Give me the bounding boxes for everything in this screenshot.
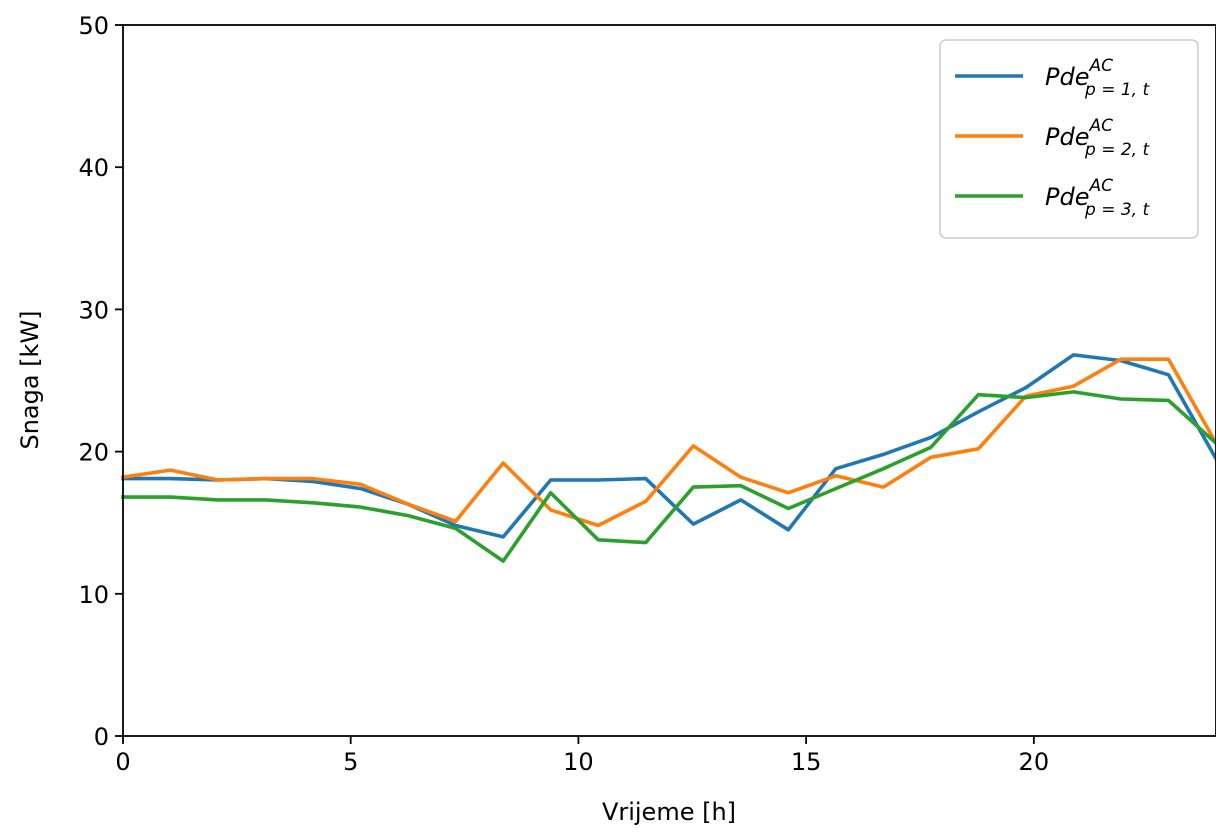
series-line-1 (121, 353, 1216, 539)
series-lines (120, 353, 1216, 563)
y-tick-label: 40 (78, 154, 109, 182)
legend: PdeAC p = 1, t PdeAC p = 2, t PdeAC p = 3, t (939, 39, 1199, 239)
legend-box (939, 39, 1199, 239)
plot-frame (122, 24, 1216, 737)
x-tick-label: 0 (115, 748, 130, 776)
legend-label-3: PdeAC p = 3, t (1045, 176, 1150, 220)
legend-label-1: PdeAC p = 1, t (1045, 56, 1150, 100)
x-tick-label: 20 (1019, 748, 1050, 776)
y-tick-label: 50 (78, 12, 109, 40)
legend-label-2: PdeAC p = 2, t (1045, 116, 1150, 160)
series-line-3 (121, 390, 1216, 563)
x-tick-label: 15 (791, 748, 822, 776)
x-axis-label: Vrijeme [h] (602, 798, 736, 826)
y-tick-label: 30 (78, 296, 109, 324)
y-tick-label: 0 (94, 723, 109, 751)
x-tick-label: 10 (563, 748, 594, 776)
x-tick-label: 5 (343, 748, 358, 776)
y-axis-ticks: 0 10 20 30 40 50 (78, 12, 123, 751)
x-axis-ticks: 0 5 10 15 20 (115, 736, 1049, 776)
y-tick-label: 20 (78, 439, 109, 467)
series-line-2 (120, 357, 1216, 528)
y-tick-label: 10 (78, 581, 109, 609)
y-axis-label: Snaga [kW] (16, 310, 44, 449)
